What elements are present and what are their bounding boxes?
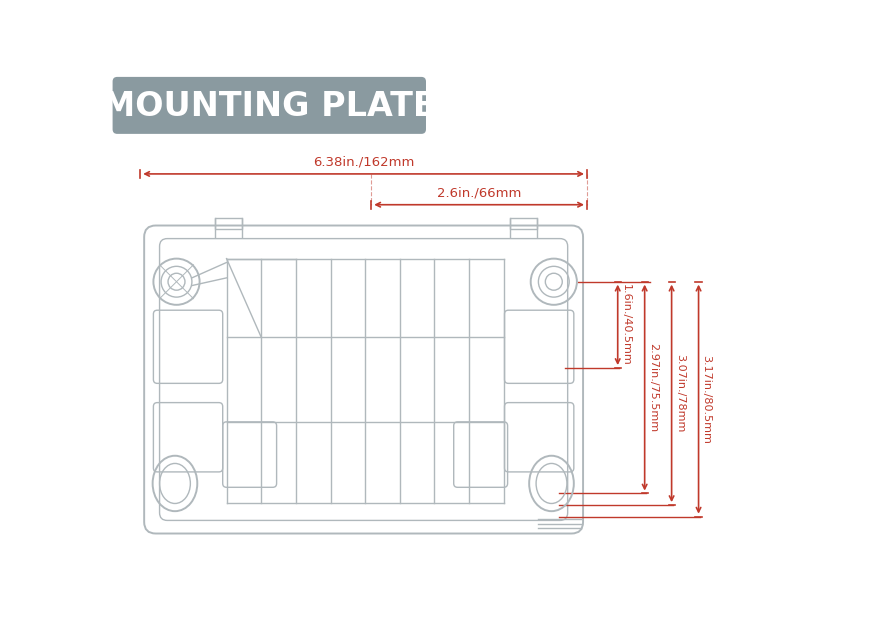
Text: 6.38in./162mm: 6.38in./162mm [313, 156, 415, 168]
Bar [215, 218, 242, 229]
Text: 2.6in./66mm: 2.6in./66mm [437, 187, 522, 199]
Text: 3.07in./78mm: 3.07in./78mm [675, 354, 685, 433]
Text: 1.6in./40.5mm: 1.6in./40.5mm [621, 284, 631, 365]
Text: MOUNTING PLATE: MOUNTING PLATE [102, 90, 436, 124]
Text: 3.17in./80.5mm: 3.17in./80.5mm [702, 355, 712, 443]
Text: 2.97in./75.5mm: 2.97in./75.5mm [648, 343, 658, 432]
FancyBboxPatch shape [112, 77, 426, 134]
Bar [510, 218, 537, 229]
